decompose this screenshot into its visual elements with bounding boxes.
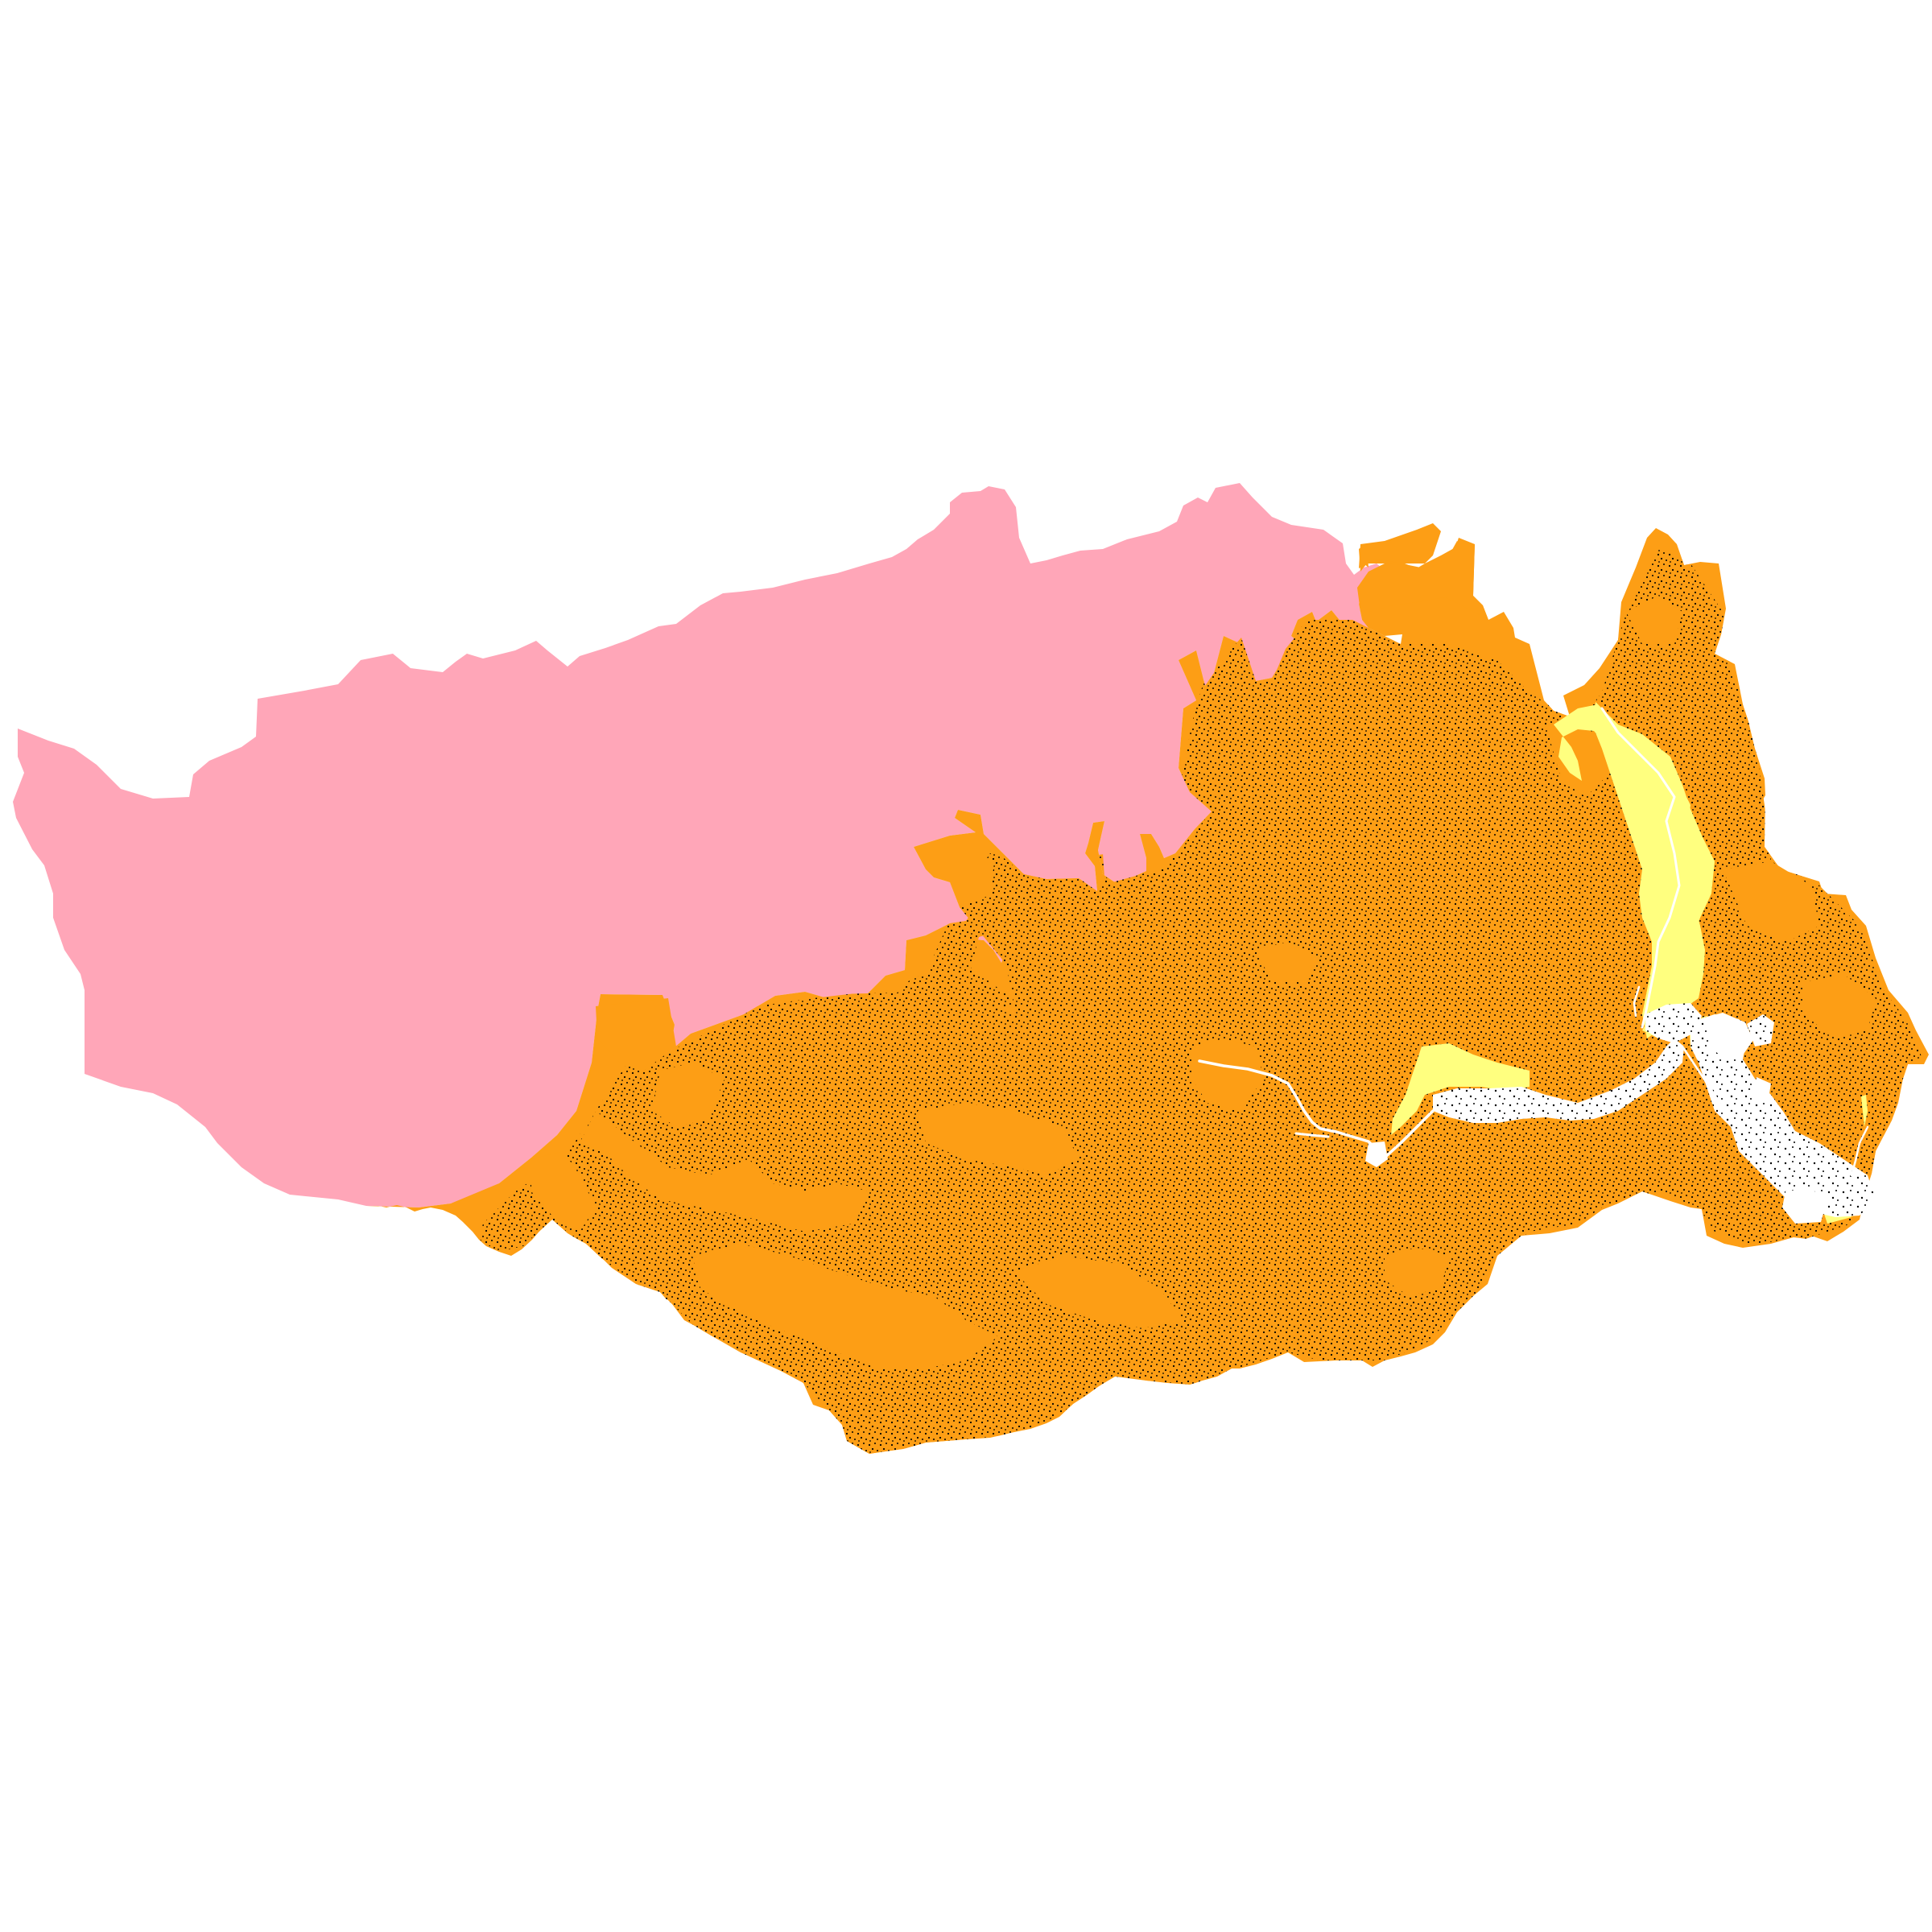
river-channel-east-creek [1850,1125,1869,1177]
white-blob-river-mouth [1365,1141,1388,1167]
orange-patch [1723,861,1819,942]
yellow-zone-north-valley-main [1594,702,1715,1038]
white-blob-south-bend [1782,1188,1827,1224]
orange-patch [1014,1256,1183,1328]
white-stippled-zone-east [1690,1014,1876,1217]
orange-patch [1256,942,1320,982]
white-stippled-zone-confluence [1645,1003,1702,1043]
pink-zone [13,483,1401,1208]
white-stippled-zones [1433,1003,1876,1217]
white-blob-east-bar [1753,1077,1771,1103]
orange-patch [580,1111,869,1232]
orange-patch [918,1103,1079,1175]
orange-patch [652,1063,724,1127]
yellow-zone-east-river [1391,1043,1530,1135]
orange-zone-north-lobe-top [1357,541,1488,620]
river-channel-tributary [1294,1132,1330,1138]
river-channel-north [1600,707,1681,1029]
white-stippled-zone-east-bar [1747,1014,1774,1046]
river-channel-main [1198,1059,1435,1159]
white-blob-north-confluence [1705,1013,1753,1058]
river-channels [1198,707,1869,1177]
plain-orange-patches [531,596,1876,1368]
orange-patch [1191,1038,1264,1111]
orange-patch [1803,974,1876,1038]
orange-patch [596,998,676,1071]
orange-patch [531,1151,596,1232]
river-channel-confluence [1681,1045,1732,1122]
white-stippled-zone-river [1433,1038,1684,1123]
river-channel-north-branch [1633,985,1641,1018]
orange-patch [1385,1248,1449,1296]
orange-zone-north-lobe [1359,523,1441,568]
orange-patch [692,1244,998,1368]
yellow-zone-east-tributary [1861,1095,1868,1127]
orange-patch [1626,596,1682,644]
white-blobs [1365,1013,1827,1224]
